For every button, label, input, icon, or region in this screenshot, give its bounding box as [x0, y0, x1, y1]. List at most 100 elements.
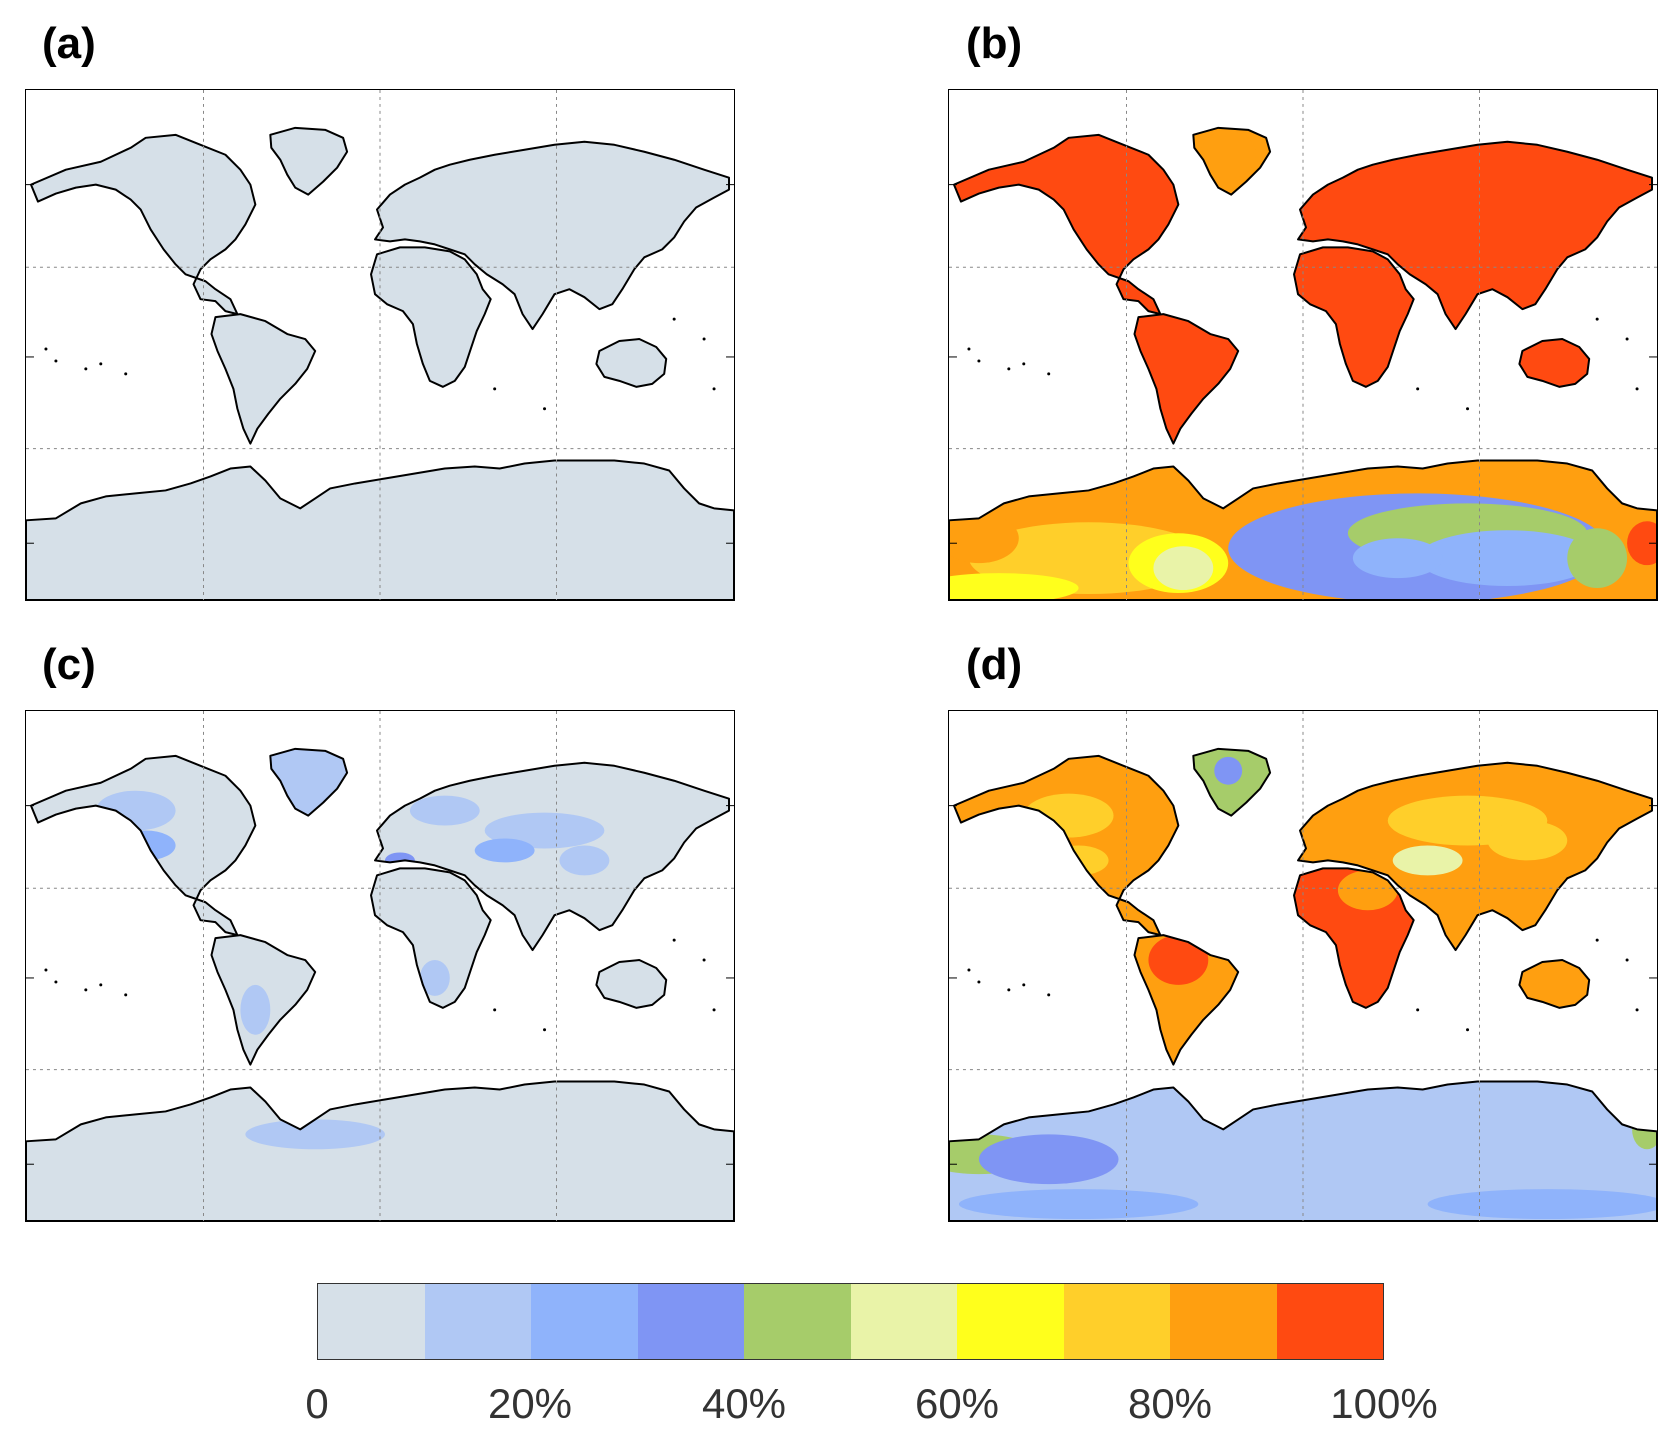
- colorbar-tick-80: 80%: [1127, 1380, 1213, 1427]
- landmass-africa: [371, 247, 491, 387]
- landmass-southAmerica: [1134, 314, 1239, 444]
- map-panel-c: [25, 710, 735, 1222]
- landmass-eurasia: [1298, 762, 1653, 951]
- data-region: [240, 984, 271, 1035]
- coastline-antarctica: [26, 1080, 734, 1221]
- colorbar-tick-40: 40%: [701, 1380, 787, 1427]
- coastline-greenland: [269, 126, 349, 196]
- coastline-africa: [370, 246, 492, 388]
- island-dot: [493, 387, 497, 391]
- island-dot: [1007, 988, 1011, 992]
- colorbar-segment-9: [1170, 1284, 1277, 1359]
- island-dot: [84, 367, 88, 371]
- coastline-australia: [1518, 959, 1591, 1009]
- island-dot: [1022, 983, 1026, 987]
- coastline-greenland: [1192, 747, 1272, 817]
- data-region: [409, 795, 480, 826]
- coastline-antarctica: [949, 459, 1657, 600]
- coastline-eurasia: [374, 761, 731, 952]
- island-dot: [702, 337, 706, 341]
- island-dot: [84, 988, 88, 992]
- data-region: [245, 1119, 385, 1150]
- data-region: [1627, 521, 1657, 566]
- data-region: [1392, 845, 1463, 876]
- landmass-northAmerica: [953, 755, 1179, 936]
- island-dot: [1007, 367, 1011, 371]
- island-dot: [44, 968, 48, 972]
- colorbar-segment-4: [637, 1284, 744, 1359]
- island-dot: [99, 362, 103, 366]
- data-region: [559, 845, 610, 876]
- world-map-b: [949, 90, 1657, 600]
- island-dot: [1595, 317, 1599, 321]
- world-map-c: [26, 711, 734, 1221]
- data-region: [1048, 845, 1109, 876]
- data-region: [1427, 1189, 1657, 1220]
- colorbar-segment-5: [744, 1284, 851, 1359]
- data-region: [1337, 870, 1398, 911]
- coastline-southAmerica: [1133, 934, 1240, 1066]
- colorbar-segment-1: [318, 1284, 425, 1359]
- island-dot: [1635, 387, 1639, 391]
- landmass-eurasia: [1298, 141, 1653, 330]
- coastline-southAmerica: [210, 313, 317, 445]
- landmass-australia: [596, 339, 667, 387]
- world-map-d: [949, 711, 1657, 1221]
- landmass-northAmerica: [30, 755, 256, 936]
- island-dot: [54, 980, 58, 984]
- colorbar-segment-10: [1276, 1284, 1383, 1359]
- island-dot: [124, 993, 128, 997]
- colorbar: [317, 1283, 1384, 1360]
- data-region: [949, 573, 1079, 600]
- coastline-australia: [595, 959, 668, 1009]
- island-dot: [99, 983, 103, 987]
- island-dot: [712, 387, 716, 391]
- island-dot: [1466, 1028, 1470, 1032]
- data-region: [1567, 528, 1628, 589]
- coastline-greenland: [269, 747, 349, 817]
- island-dot: [1416, 387, 1420, 391]
- island-dot: [1416, 1008, 1420, 1012]
- data-region: [474, 838, 535, 863]
- data-region: [1487, 820, 1568, 861]
- landmass-australia: [1519, 339, 1590, 387]
- island-dot: [1625, 958, 1629, 962]
- island-dot: [543, 1028, 547, 1032]
- colorbar-segment-3: [531, 1284, 638, 1359]
- data-region: [1153, 546, 1214, 591]
- panel-label-a: (a): [42, 19, 96, 68]
- panel-label-b: (b): [966, 19, 1023, 68]
- panel-label-d: (d): [966, 640, 1023, 689]
- coastline-southAmerica: [210, 934, 317, 1066]
- coastline-southAmerica: [1133, 313, 1240, 445]
- island-dot: [1466, 407, 1470, 411]
- island-dot: [1047, 372, 1051, 376]
- colorbar-segment-8: [1063, 1284, 1170, 1359]
- island-dot: [543, 407, 547, 411]
- landmass-africa: [1294, 247, 1414, 387]
- colorbar-segment-6: [850, 1284, 957, 1359]
- landmass-northAmerica: [30, 134, 256, 315]
- island-dot: [1047, 993, 1051, 997]
- landmass-africa: [371, 868, 491, 1008]
- coastline-northAmerica: [29, 133, 257, 316]
- coastline-greenland: [1192, 126, 1272, 196]
- island-dot: [712, 1008, 716, 1012]
- island-dot: [54, 359, 58, 363]
- island-dot: [1625, 337, 1629, 341]
- coastline-australia: [595, 338, 668, 388]
- island-dot: [977, 359, 981, 363]
- data-region: [115, 830, 176, 861]
- data-region: [949, 513, 1019, 564]
- coastline-africa: [1293, 867, 1415, 1009]
- landmass-northAmerica: [953, 134, 1179, 315]
- island-dot: [1595, 938, 1599, 942]
- island-dot: [493, 1008, 497, 1012]
- colorbar-tick-100: 100%: [1330, 1380, 1438, 1427]
- island-dot: [124, 372, 128, 376]
- data-region: [1023, 793, 1114, 838]
- map-panel-a: [25, 89, 735, 601]
- coastline-eurasia: [1297, 761, 1654, 952]
- landmass-southAmerica: [211, 314, 316, 444]
- landmass-australia: [596, 960, 667, 1008]
